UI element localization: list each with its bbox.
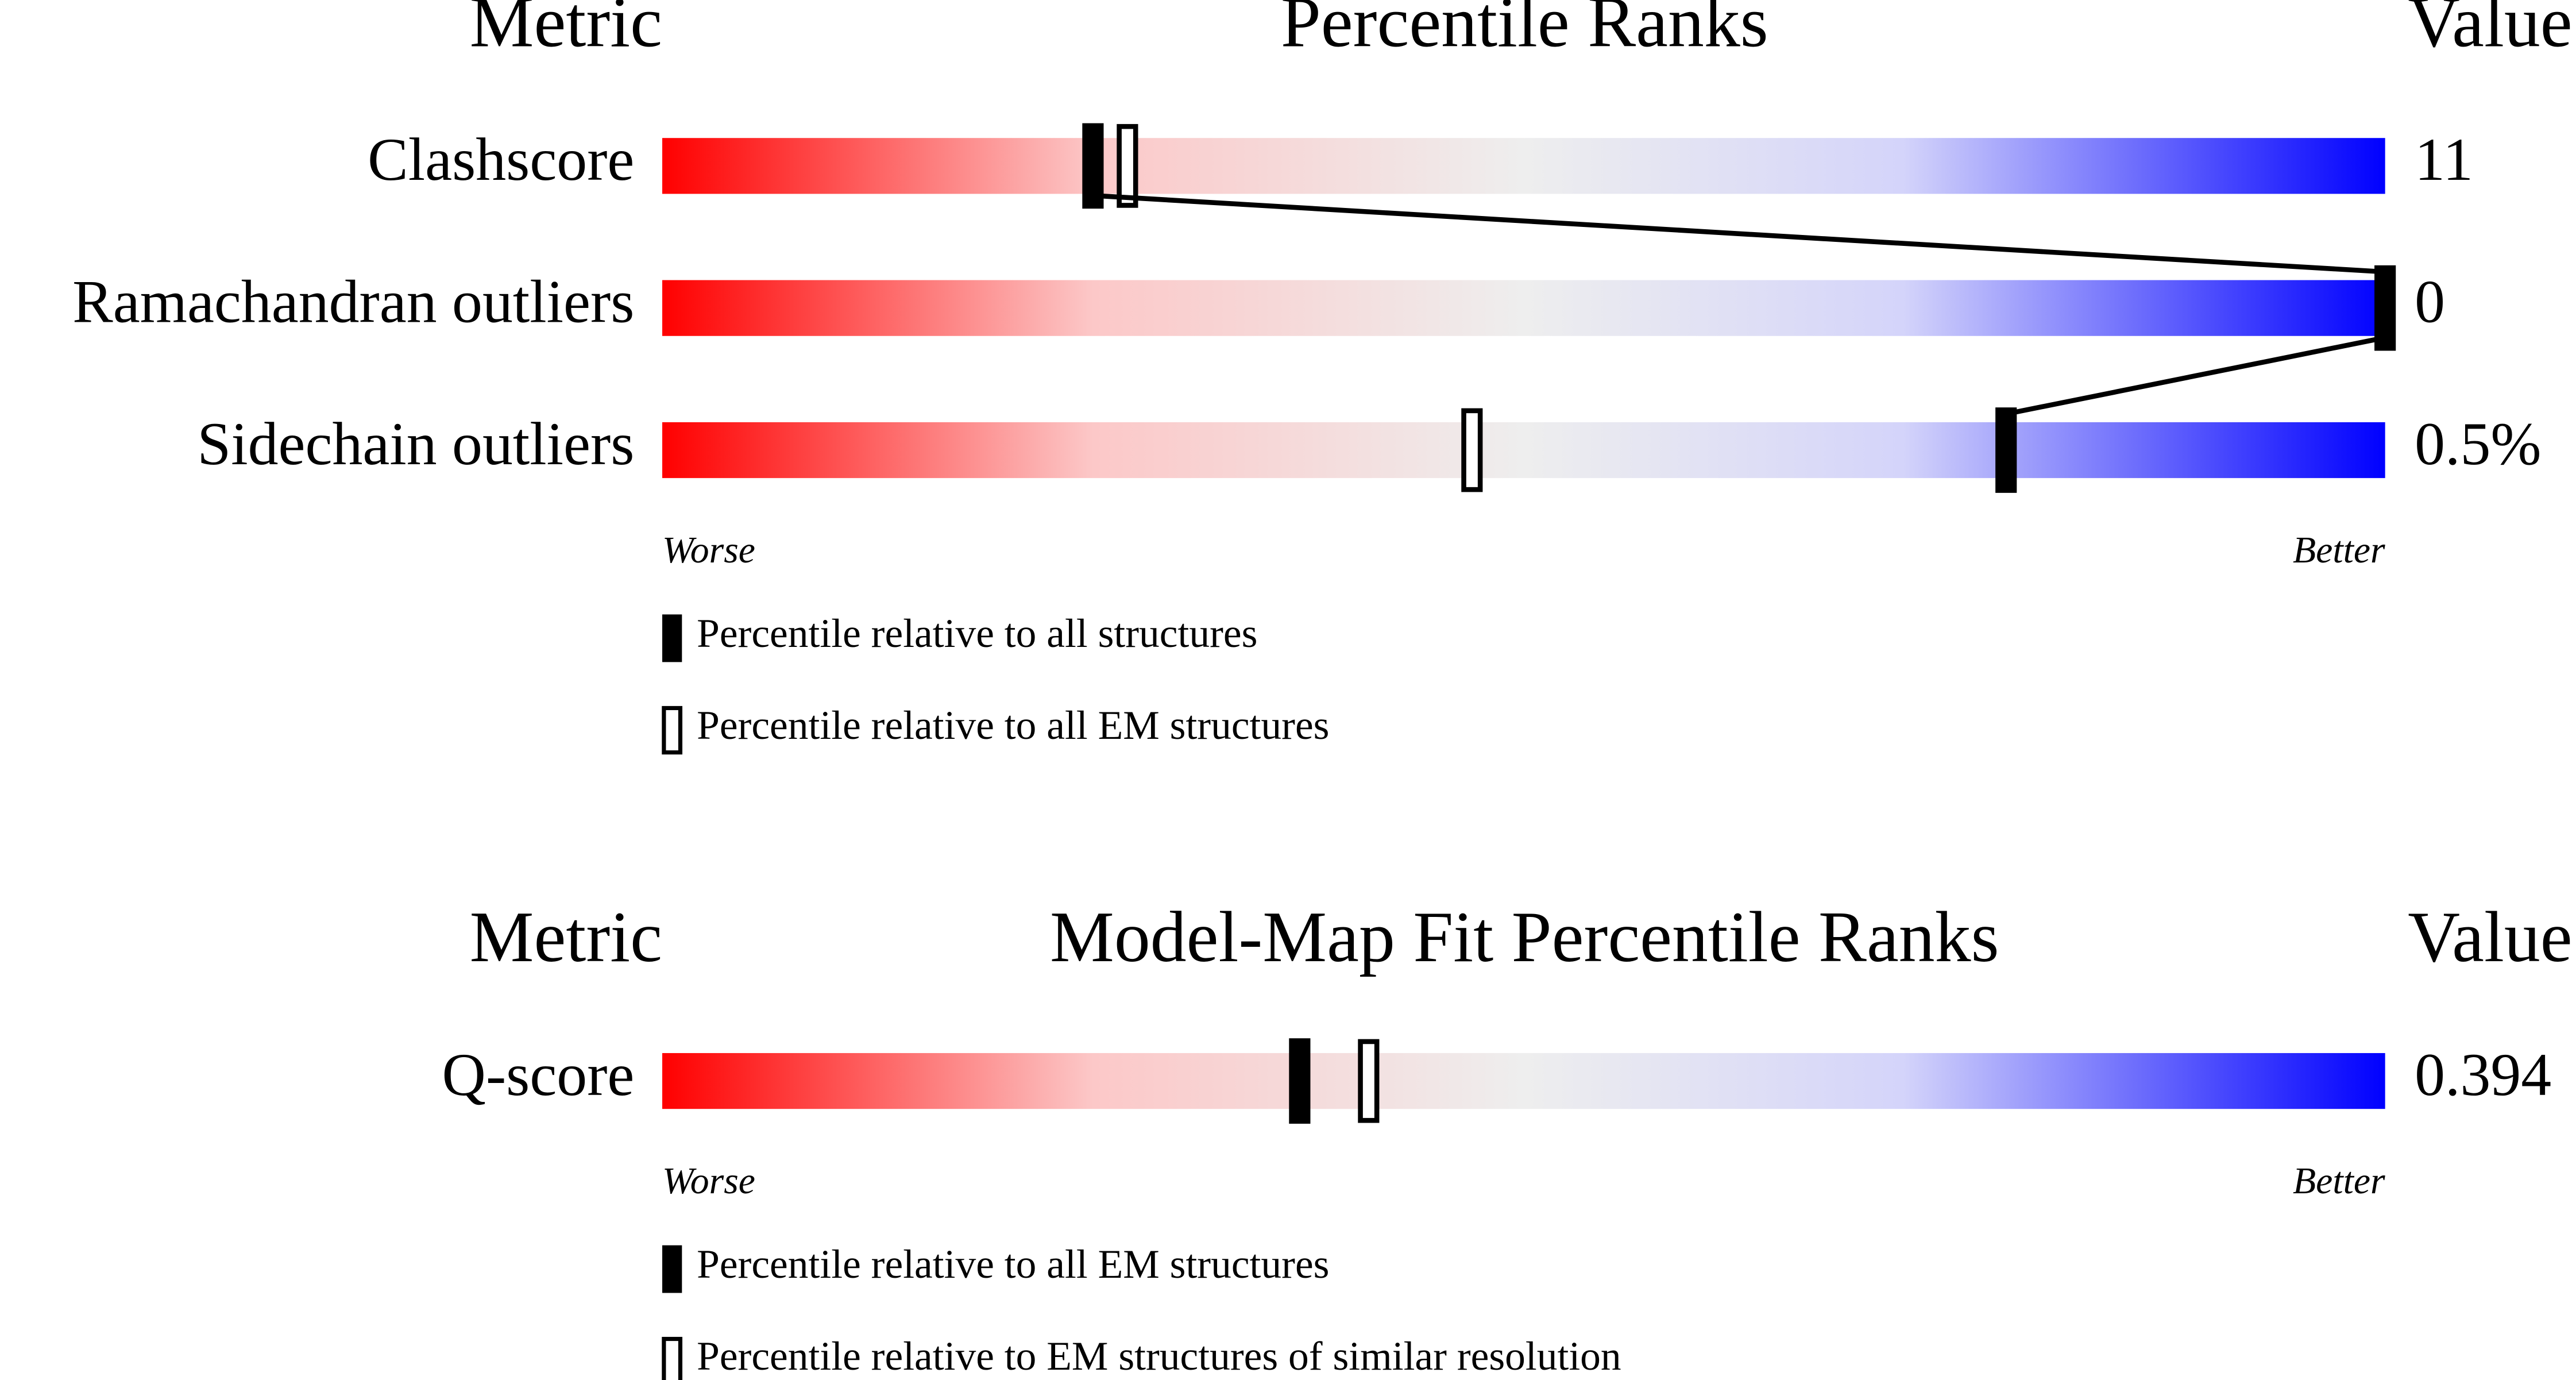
legend-swatch bbox=[662, 1336, 683, 1380]
axis-label-low: Worse bbox=[662, 529, 755, 571]
metric-header: Metric bbox=[470, 0, 662, 62]
axis-label-high: Better bbox=[2293, 1160, 2385, 1202]
metric-label: Clashscore bbox=[368, 126, 634, 193]
percentile-marker bbox=[1995, 407, 2017, 493]
percentile-bar bbox=[662, 280, 2385, 336]
legend-label: Percentile relative to all EM structures bbox=[697, 1242, 1329, 1287]
metric-label: Q-score bbox=[442, 1041, 635, 1108]
panel-title: Model-Map Fit Percentile Ranks bbox=[1050, 897, 1999, 977]
percentile-marker bbox=[2374, 265, 2396, 351]
axis-label-high: Better bbox=[2293, 529, 2385, 571]
value-header: Value bbox=[2408, 897, 2572, 977]
percentile-bar bbox=[662, 1053, 2385, 1109]
axis-label-low: Worse bbox=[662, 1160, 755, 1202]
legend-label: Percentile relative to EM structures of … bbox=[697, 1333, 1621, 1379]
metric-value: 0.5% bbox=[2415, 410, 2541, 477]
percentile-marker bbox=[1117, 124, 1138, 208]
legend-swatch bbox=[662, 706, 683, 755]
percentile-marker bbox=[1461, 408, 1483, 492]
percentile-bar bbox=[662, 138, 2385, 194]
legend-swatch bbox=[662, 614, 682, 662]
percentile-marker bbox=[1289, 1038, 1311, 1124]
metric-label: Sidechain outliers bbox=[197, 410, 634, 477]
legend-swatch bbox=[662, 1245, 682, 1293]
panel-title: Percentile Ranks bbox=[1281, 0, 1768, 62]
connector-line bbox=[2005, 335, 2386, 417]
legend-label: Percentile relative to all structures bbox=[697, 611, 1257, 656]
legend-label: Percentile relative to all EM structures bbox=[697, 703, 1329, 748]
percentile-marker bbox=[1358, 1039, 1380, 1123]
metric-value: 0.394 bbox=[2415, 1041, 2551, 1108]
metric-label: Ramachandran outliers bbox=[72, 268, 634, 335]
percentile-marker bbox=[1082, 123, 1104, 209]
value-header: Value bbox=[2408, 0, 2572, 62]
metric-value: 11 bbox=[2415, 126, 2473, 193]
metric-value: 0 bbox=[2415, 268, 2445, 335]
connector-line bbox=[1092, 193, 2385, 275]
metric-header: Metric bbox=[470, 897, 662, 977]
percentile-bar bbox=[662, 422, 2385, 479]
